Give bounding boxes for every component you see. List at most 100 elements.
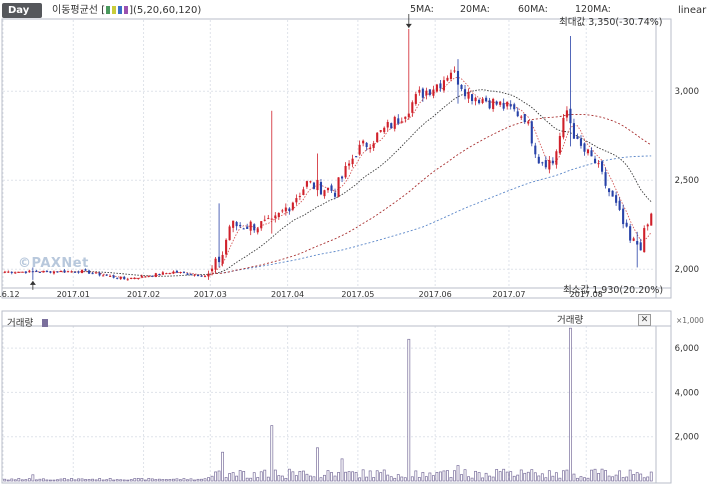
volume-bar	[80, 478, 84, 482]
volume-bar	[618, 470, 622, 482]
candle-body	[365, 142, 368, 148]
price-grid	[2, 20, 653, 481]
candle-body	[66, 271, 70, 273]
volume-bar	[200, 478, 203, 482]
candle-body	[386, 121, 389, 128]
candle-body	[590, 150, 593, 157]
volume-bar	[63, 478, 66, 482]
max-value-annotation: 최대값 3,350(-30.74%)	[559, 17, 663, 28]
candle-body	[344, 165, 347, 178]
volume-bar	[628, 469, 632, 482]
candle-body	[358, 144, 361, 155]
candle-body	[133, 277, 136, 279]
scale-mode-toggle[interactable]: linear	[678, 5, 707, 16]
candle-body	[218, 256, 221, 263]
volume-bar	[435, 472, 439, 482]
volume-bar	[66, 479, 70, 482]
volume-bar	[330, 472, 333, 482]
volume-bar	[519, 469, 523, 482]
candle-body	[98, 272, 101, 276]
volume-bar	[565, 469, 569, 482]
candle-body	[263, 219, 266, 221]
ma60-line	[212, 113, 652, 275]
volume-bar	[449, 477, 453, 482]
volume-bar	[161, 479, 165, 482]
candle-body	[558, 136, 561, 154]
candle-body	[337, 177, 340, 197]
candle-body	[70, 271, 73, 273]
volume-bar	[294, 475, 298, 482]
volume-peak-label: 거래량	[557, 315, 584, 326]
candle-body	[221, 254, 224, 264]
volume-bar	[326, 470, 330, 482]
volume-bar	[242, 471, 246, 482]
volume-bar	[157, 478, 161, 482]
price-tick-label: 2,000	[675, 265, 699, 275]
candle-body	[555, 151, 558, 165]
volume-bar	[354, 472, 358, 482]
candle-body	[182, 271, 185, 273]
volume-bar	[270, 425, 274, 482]
candle-body	[516, 111, 519, 117]
candle-body	[102, 275, 105, 277]
candle-body	[506, 101, 509, 107]
volume-bar	[512, 475, 516, 482]
volume-bar	[221, 451, 224, 482]
volume-bar	[523, 472, 527, 482]
paxnet-watermark: ©PAXNet	[18, 256, 89, 271]
volume-unit-label: ×1,000	[676, 316, 704, 325]
candle-body	[207, 273, 210, 277]
volume-bar	[280, 475, 284, 482]
volume-bar	[228, 473, 232, 482]
candle-body	[105, 274, 108, 276]
candle-body	[369, 147, 372, 150]
volume-bar	[576, 477, 579, 482]
volume-bar	[491, 476, 495, 482]
volume-bar	[238, 470, 242, 482]
volume-bar	[101, 479, 105, 482]
volume-bar	[621, 477, 625, 482]
volume-bar	[375, 470, 379, 482]
volume-tick-label: 6,000	[675, 344, 699, 354]
date-tick-label: 2017.03	[194, 290, 227, 299]
volume-title-text: 거래량	[7, 318, 34, 329]
volume-bar	[94, 479, 98, 482]
volume-bar	[49, 479, 52, 482]
volume-bar	[569, 327, 572, 482]
volume-bar	[505, 471, 509, 482]
candle-body	[376, 132, 379, 143]
candle-body	[333, 192, 337, 197]
volume-bar	[298, 471, 302, 482]
volume-bar	[365, 476, 369, 482]
volume-bar	[150, 478, 154, 482]
volume-bar	[27, 478, 31, 482]
volume-bar	[3, 478, 7, 482]
price-tick-label: 2,500	[675, 176, 699, 186]
candle-body	[400, 121, 403, 123]
candle-body	[372, 143, 375, 148]
period-tab-day[interactable]: Day	[2, 3, 42, 18]
candle-body	[126, 279, 129, 281]
ma5-line	[4, 76, 652, 279]
candle-body	[520, 116, 523, 118]
candle-body	[650, 213, 653, 226]
volume-bar	[231, 472, 235, 482]
volume-bar	[649, 471, 653, 482]
volume-bar	[502, 468, 506, 482]
candle-body	[211, 268, 214, 272]
candle-body	[502, 102, 505, 109]
volume-panel-close-button[interactable]: ✕	[638, 314, 651, 326]
volume-bar	[6, 479, 10, 482]
candle-body	[302, 189, 305, 196]
candle-body	[463, 89, 467, 97]
volume-bar	[414, 470, 418, 482]
volume-bar	[586, 477, 590, 482]
candle-body	[330, 185, 333, 191]
volume-bar	[186, 479, 189, 482]
candle-body	[260, 221, 263, 229]
volume-bar	[312, 476, 316, 482]
volume-bar	[168, 479, 172, 482]
candle-body	[601, 161, 604, 172]
volume-bar	[42, 478, 45, 482]
candle-body	[196, 274, 200, 277]
